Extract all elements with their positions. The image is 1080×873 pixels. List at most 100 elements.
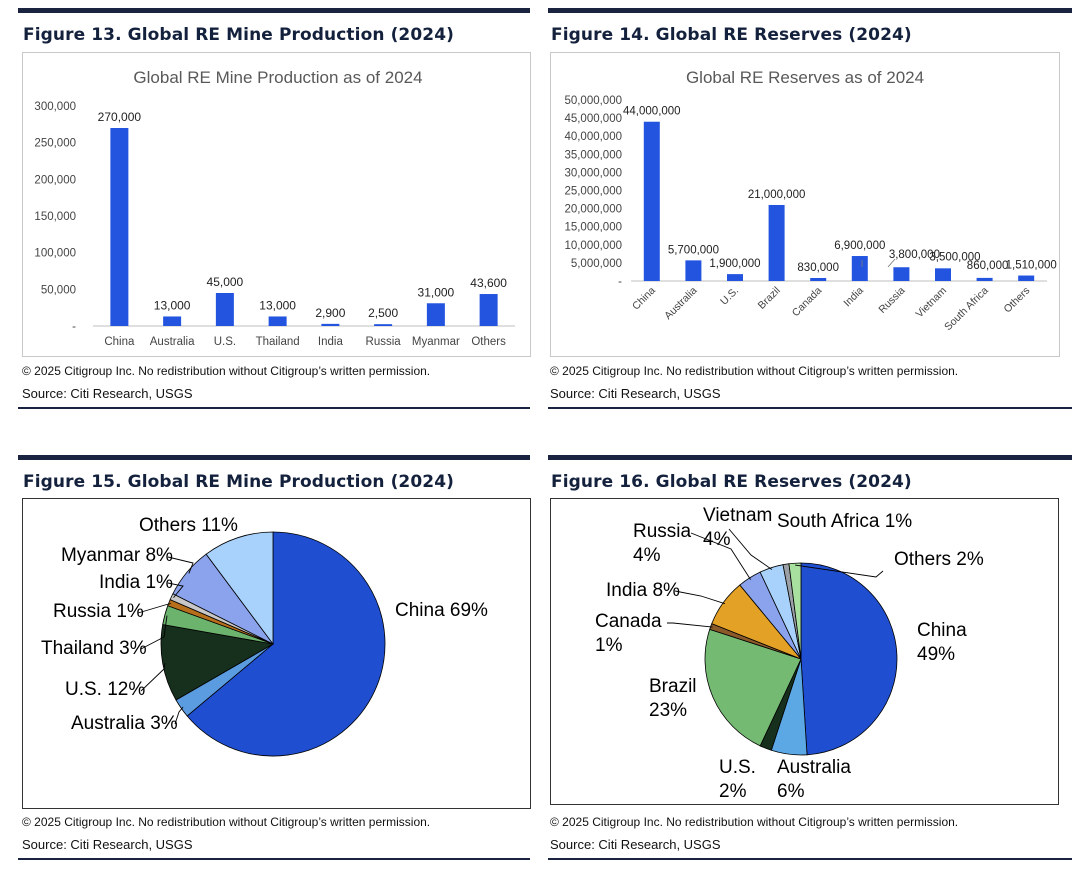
figure13-source: Source: Citi Research, USGS — [22, 386, 193, 401]
y-tick-label: 200,000 — [34, 174, 76, 186]
pie-slice-u-s — [160, 624, 275, 701]
data-label-china: 270,000 — [98, 110, 142, 124]
figure14-chart-frame: Global RE Reserves as of 2024 - 5,000,000 1… — [550, 52, 1060, 357]
data-label-myanmar: 31,000 — [418, 285, 455, 299]
x-tick-label-australia: Australia — [662, 285, 699, 322]
data-label-others: 1,510,000 — [1006, 260, 1057, 272]
label-leader-line — [887, 258, 896, 268]
data-label-india: 6,900,000 — [834, 240, 885, 252]
data-label-vietnam: 3,500,000 — [929, 251, 980, 263]
pie-slice-others — [205, 531, 274, 646]
slice-label-myanmar: Myanmar 8% — [61, 545, 173, 566]
chart-title: Global RE Reserves as of 2024 — [686, 68, 924, 87]
panel3-bottom-rule — [18, 858, 530, 860]
y-tick-label: - — [618, 276, 622, 288]
bar-myanmar — [426, 303, 445, 326]
data-label-canada: 830,000 — [797, 262, 839, 274]
y-tick-label: 50,000,000 — [564, 95, 622, 107]
slice-label-u-s-1: U.S. — [719, 757, 756, 778]
panel2-bottom-rule — [548, 407, 1072, 409]
data-label-australia: 13,000 — [154, 298, 191, 312]
x-tick-label-others: Others — [471, 336, 506, 348]
figure16-pie-chart: China 49% Australia 6% U.S. 2% Brazil 23% Canada… — [595, 505, 984, 802]
data-label-russia: 3,800,000 — [889, 249, 940, 261]
y-tick-label: 150,000 — [34, 211, 76, 223]
leader-line-russia — [690, 532, 751, 580]
bar-australia — [685, 260, 702, 281]
leader-line-myanmar — [167, 556, 194, 574]
slice-label-vietnam-1: Vietnam — [703, 505, 772, 526]
x-tick-label-vietnam: Vietnam — [914, 284, 950, 320]
y-tick-label: 15,000,000 — [564, 222, 622, 234]
x-tick-label-australia: Australia — [150, 336, 195, 348]
slice-label-australia: Australia 3% — [71, 713, 178, 734]
figure13-copyright: © 2025 Citigroup Inc. No redistribution … — [22, 364, 431, 378]
bar-china — [110, 128, 129, 326]
data-label-russia: 2,500 — [368, 306, 398, 320]
slice-label-brazil-1: Brazil — [649, 676, 697, 697]
x-tick-label-u-s: U.S. — [718, 285, 741, 308]
leader-line-vietnam — [728, 528, 773, 570]
panel4-bottom-rule — [548, 858, 1072, 860]
figure13-title: Figure 13. Global RE Mine Production (20… — [23, 25, 455, 45]
slice-label-russia: Russia 1% — [53, 601, 144, 622]
bar-china — [643, 121, 660, 281]
slice-label-others: Others 11% — [139, 515, 238, 536]
pie-slice-others — [788, 562, 802, 660]
pie-slice-china — [800, 562, 898, 756]
x-tick-label-china: China — [104, 336, 135, 348]
x-tick-label-myanmar: Myanmar — [412, 336, 460, 348]
data-label-australia: 5,700,000 — [668, 244, 719, 256]
y-tick-label: 40,000,000 — [564, 131, 622, 143]
figure15-title: Figure 15. Global RE Mine Production (20… — [23, 472, 455, 492]
figure16-chart-frame: China 49% Australia 6% U.S. 2% Brazil 23% Canada… — [550, 498, 1059, 805]
slice-label-u-s-2: 2% — [719, 781, 747, 802]
slice-label-thailand: Thailand 3% — [41, 638, 147, 659]
x-tick-label-brazil: Brazil — [756, 285, 783, 312]
slice-label-u-s: U.S. 12% — [65, 679, 145, 700]
bar-canada — [810, 277, 827, 281]
figure14-source: Source: Citi Research, USGS — [550, 386, 721, 401]
bar-russia — [893, 267, 910, 281]
data-label-others: 43,600 — [470, 276, 507, 290]
slice-label-australia-2: 6% — [777, 781, 805, 802]
data-label-south-africa: 860,000 — [967, 260, 1009, 272]
figure13-chart-frame: Global RE Mine Production as of 2024 - 50,… — [22, 52, 531, 357]
x-tick-label-u-s: U.S. — [214, 336, 236, 348]
leader-line-australia — [174, 706, 184, 725]
bar-india — [321, 323, 340, 326]
figure16-title: Figure 16. Global RE Reserves (2024) — [551, 472, 912, 492]
panel1-bottom-rule — [18, 407, 530, 409]
bar-others — [479, 294, 498, 326]
bar-russia — [374, 324, 393, 326]
data-label-india: 2,900 — [315, 306, 345, 320]
x-tick-label-canada: Canada — [790, 285, 825, 320]
pie-slice-china — [186, 531, 386, 757]
y-tick-label: 10,000,000 — [564, 240, 622, 252]
y-tick-label: 300,000 — [34, 101, 76, 113]
leader-line-russia — [137, 603, 172, 614]
slice-label-india: India 8% — [606, 580, 680, 601]
x-tick-label-others: Others — [1002, 285, 1033, 316]
figure14-bar-chart: Global RE Reserves as of 2024 - 5,000,000 1… — [564, 68, 1057, 333]
slice-label-russia-1: Russia — [633, 521, 692, 542]
data-label-u-s: 1,900,000 — [709, 258, 760, 270]
panel3-top-rule — [18, 455, 530, 460]
bar-u-s — [215, 293, 234, 326]
figure14-copyright: © 2025 Citigroup Inc. No redistribution … — [550, 364, 959, 378]
bar-u-s — [727, 274, 743, 281]
figure16-source: Source: Citi Research, USGS — [550, 837, 721, 852]
slice-label-india: India 1% — [99, 572, 173, 593]
y-tick-label: 35,000,000 — [564, 149, 622, 161]
bar-vietnam — [935, 268, 951, 281]
y-tick-label: 45,000,000 — [564, 113, 622, 125]
bar-brazil — [768, 204, 785, 281]
leader-line-thailand — [140, 615, 168, 650]
bar-india — [851, 256, 868, 281]
y-tick-label: 100,000 — [34, 248, 76, 260]
x-tick-label-russia: Russia — [366, 336, 402, 348]
figure15-copyright: © 2025 Citigroup Inc. No redistribution … — [22, 815, 431, 829]
panel1-top-rule — [18, 8, 530, 13]
figure15-chart-frame: China 69% Australia 3% U.S. 12% Thailand 3%… — [22, 498, 531, 809]
y-tick-label: - — [72, 321, 76, 333]
